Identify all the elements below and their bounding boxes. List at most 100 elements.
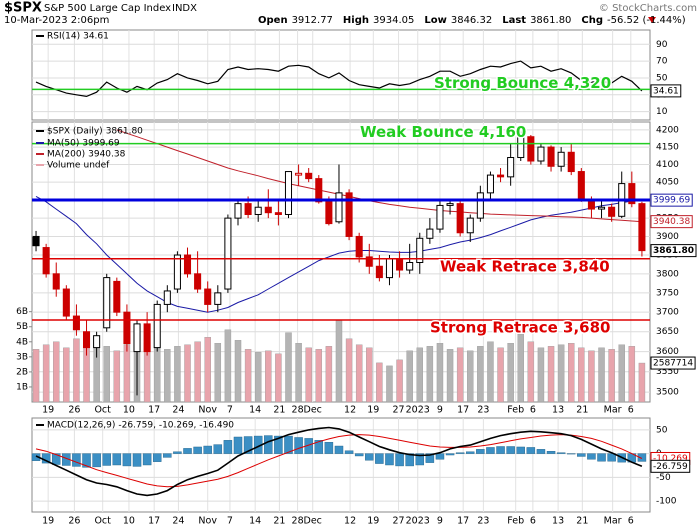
candle-body: [224, 217, 232, 290]
volume-bar: [164, 349, 171, 403]
histogram-bar: [395, 453, 404, 467]
x-tick-label: 14: [249, 405, 261, 416]
volume-bar: [53, 341, 60, 403]
volume-bar: [416, 347, 423, 403]
ma-last-box: [650, 215, 693, 229]
histogram-bar: [122, 453, 132, 467]
candle-body: [476, 192, 484, 219]
volume-bar: [497, 347, 504, 403]
volume-bar: [295, 343, 302, 403]
histogram-bar: [354, 453, 364, 457]
candle-body: [497, 174, 505, 178]
quote-value: 3912.77: [292, 15, 333, 26]
x-tick-label: 2023: [406, 405, 430, 416]
volume-bar: [32, 349, 40, 403]
volume-bar: [315, 349, 323, 403]
volume-bar: [204, 337, 211, 403]
candle-body: [537, 146, 545, 162]
histogram-bar: [294, 437, 303, 454]
volume-bar: [467, 350, 474, 403]
candle-body: [557, 151, 565, 167]
histogram-bar: [445, 453, 455, 456]
price-last: 3861.80: [653, 246, 694, 256]
y-tick-label: 3700: [656, 308, 679, 318]
candle-body: [93, 335, 101, 349]
y-tick-label: -50: [656, 473, 671, 483]
candle-body: [456, 203, 464, 234]
histogram-bar: [72, 453, 81, 467]
volume-bar: [174, 346, 181, 403]
volume-bar: [436, 343, 444, 403]
index-name: S&P 500 Large Cap Index: [44, 3, 171, 14]
candle-body: [527, 136, 535, 162]
candle-body: [62, 288, 70, 317]
candle-body: [163, 290, 171, 305]
y-tick-label: 3600: [656, 347, 679, 357]
histogram-bar: [274, 435, 283, 454]
volume-bar: [396, 359, 403, 403]
candle-body: [274, 212, 282, 215]
quote-value: 3846.32: [451, 15, 492, 26]
legend-label: $SPX (Daily): [47, 127, 103, 137]
histogram-bar: [385, 453, 394, 466]
x-tick-label: Mar: [604, 405, 622, 416]
rsi-last-box: [650, 84, 682, 98]
volume-tick-label: 3B: [16, 352, 28, 362]
y-tick-label: 4200: [656, 125, 679, 135]
x-tick-label: 19: [42, 405, 54, 416]
candle-body: [42, 247, 50, 275]
volume-bar: [305, 347, 312, 403]
macd-last: -26.759: [653, 462, 688, 472]
ma-last: 3999.69: [653, 196, 690, 206]
x-tick-label: 19: [42, 516, 54, 527]
volume-bar: [376, 362, 383, 403]
candle-body: [234, 203, 242, 219]
level-label: Strong Bounce 4,320: [434, 74, 611, 92]
volume-bar: [224, 329, 232, 403]
x-tick-label: Feb: [507, 516, 524, 527]
rsi-last: 34.61: [653, 86, 679, 96]
x-tick-label: 7: [227, 516, 233, 527]
candle-body: [365, 256, 373, 267]
histogram-bar: [506, 446, 515, 454]
histogram-bar: [375, 453, 384, 464]
x-tick-label: 21: [576, 405, 588, 416]
histogram-bar: [425, 453, 435, 463]
y-tick-label: 4100: [656, 160, 679, 170]
candle-body: [547, 146, 555, 167]
legend-label: RSI(14): [47, 32, 80, 42]
x-tick-label: 21: [576, 516, 588, 527]
x-tick-label: 27: [393, 516, 405, 527]
histogram-bar: [466, 451, 475, 454]
x-tick-label: 28: [292, 405, 304, 416]
legend-value: undef: [83, 161, 110, 171]
histogram-bar: [496, 446, 505, 454]
volume-bar: [477, 346, 484, 403]
volume-bar: [507, 343, 514, 403]
candle-body: [577, 171, 585, 202]
macd-last-box: [650, 459, 691, 473]
x-tick-label: 28: [292, 516, 304, 527]
x-tick-label: 21: [273, 516, 285, 527]
histogram-bar: [173, 451, 182, 454]
histogram-bar: [183, 448, 192, 454]
candle-body: [396, 258, 404, 271]
histogram-bar: [51, 453, 61, 465]
histogram-bar: [577, 453, 586, 457]
x-tick-label: Feb: [507, 405, 524, 416]
x-tick-label: 17: [148, 516, 160, 527]
x-tick-label: 6: [530, 405, 536, 416]
candle-body: [214, 292, 222, 305]
volume-bar: [234, 340, 242, 403]
volume-bar: [103, 346, 110, 403]
candle-body: [466, 217, 474, 234]
histogram-bar: [163, 453, 172, 458]
ma-last-box: [650, 193, 693, 207]
volume-bar: [63, 347, 70, 403]
legend-value: 34.61: [83, 32, 109, 42]
legend-value: 3940.38: [88, 150, 125, 160]
volume-bar: [618, 344, 625, 403]
x-tick-label: 2023: [406, 516, 430, 527]
volume-bar: [325, 346, 333, 403]
